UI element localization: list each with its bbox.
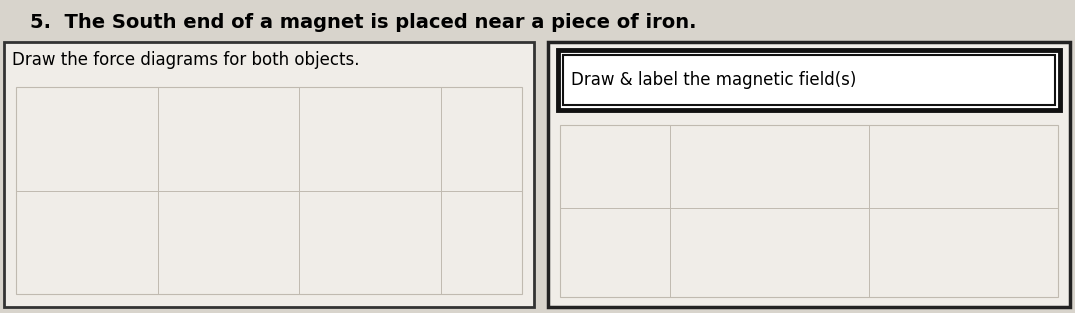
Bar	[563, 55, 1055, 105]
Text: Draw the force diagrams for both objects.: Draw the force diagrams for both objects…	[12, 51, 359, 69]
Bar	[560, 125, 1058, 297]
Bar	[558, 50, 1060, 110]
Bar	[548, 42, 1070, 307]
Bar	[16, 87, 522, 294]
Text: Draw & label the magnetic field(s): Draw & label the magnetic field(s)	[571, 71, 857, 89]
Text: 5.  The South end of a magnet is placed near a piece of iron.: 5. The South end of a magnet is placed n…	[30, 13, 697, 32]
Bar	[4, 42, 534, 307]
